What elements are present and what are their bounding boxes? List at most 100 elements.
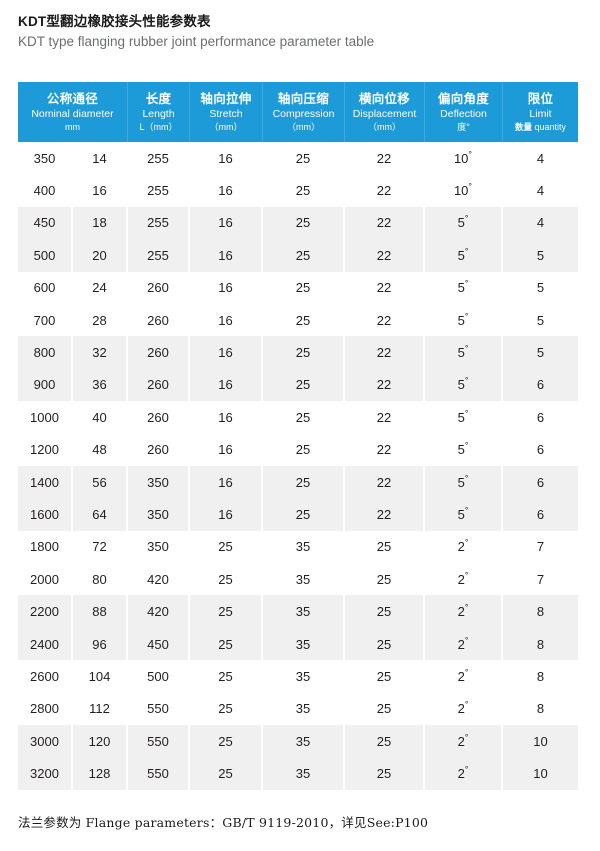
table-cell: 25 <box>345 725 425 758</box>
table-row: 2600 104 500 25 35 25 2° 8 <box>18 660 578 693</box>
table-cell: 35 <box>263 595 345 628</box>
header-en-label: Stretch <box>209 108 243 120</box>
table-row: 1800 72 350 25 35 25 2° 7 <box>18 530 578 564</box>
table-cell: 22 <box>345 271 425 304</box>
table-cell: 35 <box>263 725 345 758</box>
table-header: 公称通径 Nominal diameter mm 长度 Length L（mm）… <box>18 82 578 142</box>
table-cell: 2° <box>425 660 503 693</box>
table-row: 800 32 260 16 25 22 5° 5 <box>18 336 578 369</box>
header-unit-en: quantity <box>534 122 567 132</box>
table-row: 2200 88 420 25 35 25 2° 8 <box>18 595 578 628</box>
deflection-value: 5° <box>457 311 469 328</box>
table-cell: 16 <box>190 368 263 402</box>
table-cell: 5° <box>425 206 503 240</box>
header-unit-label: （mm） <box>368 122 401 132</box>
column-header-nominal-diameter: 公称通径 Nominal diameter mm <box>18 82 128 142</box>
table-cell: 25 <box>263 174 345 207</box>
table-cell: 2° <box>425 692 503 726</box>
table-cell: 25 <box>263 336 345 369</box>
table-cell: 450 <box>18 206 73 240</box>
table-cell: 5 <box>503 271 578 304</box>
table-cell: 35 <box>263 660 345 693</box>
header-unit-label: 数量 quantity <box>504 121 577 133</box>
table-cell: 1800 <box>18 530 73 564</box>
table-cell: 22 <box>345 368 425 402</box>
header-cn-label: 偏向角度 <box>437 92 490 106</box>
deflection-value: 5° <box>457 214 469 231</box>
deflection-value: 2° <box>457 538 469 555</box>
table-cell: 6 <box>503 498 578 531</box>
table-cell: 8 <box>503 627 578 661</box>
table-cell: 260 <box>128 401 190 434</box>
table-cell: 22 <box>345 465 425 499</box>
header-en-label: Length <box>142 108 175 120</box>
deflection-value: 5° <box>457 376 469 393</box>
table-cell: 2° <box>425 627 503 661</box>
table-cell: 16 <box>190 142 263 175</box>
deflection-value: 2° <box>457 667 469 684</box>
table-cell: 6 <box>503 465 578 499</box>
header-cn-label: 轴向压缩 <box>277 92 330 106</box>
table-cell: 10° <box>425 142 503 175</box>
table-cell: 3000 <box>18 725 73 758</box>
header-cn-label: 公称通径 <box>46 92 99 106</box>
deflection-value: 5° <box>457 278 469 296</box>
table-cell: 7 <box>503 530 578 564</box>
table-row: 700 28 260 16 25 22 5° 5 <box>18 303 578 337</box>
table-cell: 40 <box>73 401 128 434</box>
deflection-value: 5° <box>457 408 469 425</box>
table-cell: 4 <box>503 174 578 207</box>
table-cell: 25 <box>190 660 263 693</box>
table-row: 1400 56 350 16 25 22 5° 6 <box>18 465 578 499</box>
table-cell: 25 <box>263 142 345 175</box>
column-header-stretch: 轴向拉伸 Stretch （mm） <box>190 82 263 142</box>
table-cell: 260 <box>128 368 190 402</box>
table-cell: 2° <box>425 757 503 790</box>
table-row: 3200 128 550 25 35 25 2° 10 <box>18 757 578 790</box>
table-cell: 350 <box>128 465 190 499</box>
header-cn-label: 轴向拉伸 <box>200 92 252 106</box>
table-cell: 16 <box>190 336 263 369</box>
table-cell: 5 <box>503 303 578 337</box>
table-cell: 10° <box>425 174 503 207</box>
table-cell: 25 <box>345 530 425 564</box>
table-cell: 25 <box>190 530 263 564</box>
table-cell: 260 <box>128 433 190 466</box>
table-cell: 96 <box>73 627 128 661</box>
table-row: 350 14 255 16 25 22 10° 4 <box>18 142 578 175</box>
column-header-limit: 限位 Limit 数量 quantity <box>503 82 578 142</box>
table-cell: 1200 <box>18 433 73 466</box>
table-cell: 18 <box>73 206 128 240</box>
table-cell: 2° <box>425 530 503 564</box>
table-cell: 25 <box>263 465 345 499</box>
deflection-value: 2° <box>457 635 469 652</box>
table-cell: 350 <box>128 530 190 564</box>
table-cell: 5° <box>425 465 503 499</box>
table-cell: 25 <box>190 563 263 596</box>
table-cell: 5° <box>425 336 503 369</box>
table-cell: 25 <box>345 692 425 726</box>
table-row: 1000 40 260 16 25 22 5° 6 <box>18 401 578 434</box>
table-cell: 6 <box>503 368 578 402</box>
table-row: 2000 80 420 25 35 25 2° 7 <box>18 563 578 596</box>
header-cn-label: 横向位移 <box>358 92 411 106</box>
table-cell: 16 <box>190 239 263 272</box>
table-cell: 16 <box>190 271 263 304</box>
table-row: 2800 112 550 25 35 25 2° 8 <box>18 692 578 726</box>
table-cell: 28 <box>73 303 128 337</box>
table-cell: 1600 <box>18 498 73 531</box>
table-cell: 22 <box>345 336 425 369</box>
table-cell: 25 <box>345 757 425 790</box>
deflection-value: 10° <box>453 181 473 199</box>
deflection-value: 2° <box>457 732 469 749</box>
table-cell: 10 <box>503 757 578 790</box>
table-cell: 800 <box>18 336 73 369</box>
column-header-length: 长度 Length L（mm） <box>128 82 190 142</box>
table-cell: 35 <box>263 757 345 790</box>
column-header-compression: 轴向压缩 Compression （mm） <box>263 82 345 142</box>
table-cell: 260 <box>128 271 190 304</box>
footnote: 法兰参数为 Flange parameters：GB/T 9119-2010，详… <box>18 815 429 830</box>
table-cell: 36 <box>73 368 128 402</box>
table-cell: 104 <box>73 660 128 693</box>
table-cell: 25 <box>190 595 263 628</box>
